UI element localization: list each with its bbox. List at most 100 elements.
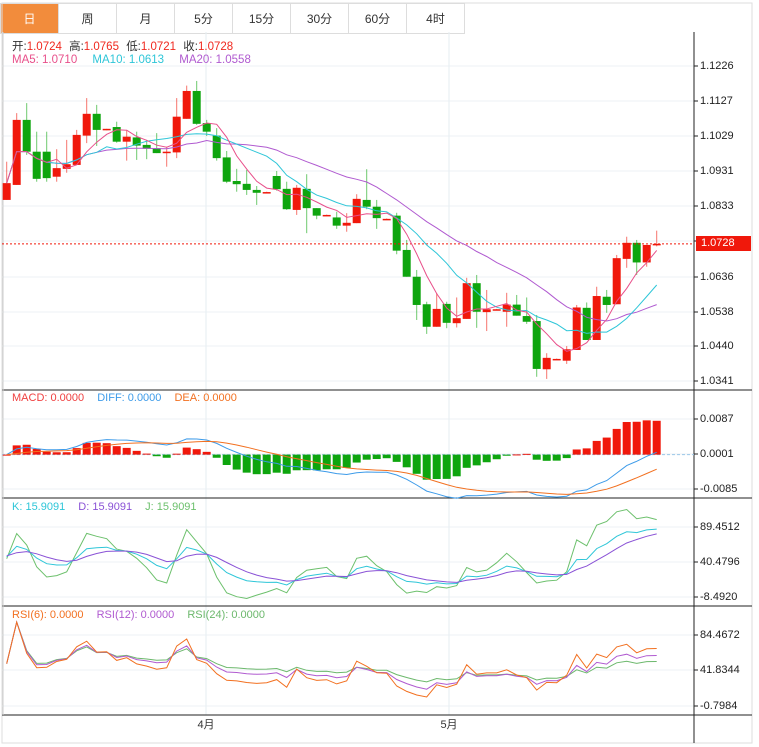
tab-15min[interactable]: 15分 [233,4,291,33]
candle-up [52,168,61,177]
month-label-april: 4月 [197,719,215,731]
macd-histogram-bar [112,446,121,455]
low-label: 低: [126,41,141,53]
macd-histogram-bar [462,454,471,468]
tab-30min[interactable]: 30分 [291,4,349,33]
ma5-value: MA5: 1.0710 [12,54,78,66]
rsi-tick: -0.7984 [700,700,738,712]
macd-histogram-bar [302,454,311,471]
macd-histogram-bar [282,454,291,474]
macd-histogram-bar [612,428,621,455]
rsi6-line [6,620,657,698]
macd-histogram-bar [252,454,261,475]
tab-4hour[interactable]: 4时 [407,4,465,33]
candle-down [402,249,411,277]
rsi24-line [6,620,657,683]
candle-down [362,199,371,207]
rsi24-value: RSI(24): 0.0000 [187,609,265,621]
macd-histogram-bar [402,454,411,468]
macd-histogram-bar [162,454,171,458]
candle-up [342,222,351,226]
candle-down [242,183,251,190]
macd-histogram-bar [62,452,71,455]
candle-down [412,276,421,305]
candle-down [252,189,261,193]
macd-histogram-bar [552,454,561,461]
tab-60min[interactable]: 60分 [349,4,407,33]
candle-down [532,321,541,369]
tab-5min[interactable]: 5分 [175,4,233,33]
price-tick: 1.1029 [700,130,734,142]
diff-value: DIFF: 0.0000 [97,392,162,404]
price-tick: 1.0538 [700,306,734,318]
price-tick: 1.0636 [700,271,734,283]
macd-histogram-bar [232,454,241,470]
candle-down [312,208,321,216]
high-label: 高: [69,41,84,53]
macd-histogram-bar [332,454,341,470]
candle-down [472,283,481,312]
candle-down [442,303,451,323]
macd-histogram-bar [2,454,11,456]
macd-histogram-bar [632,421,641,455]
tab-month[interactable]: 月 [117,4,175,33]
price-tick: 1.1127 [700,95,733,107]
candle-down [112,127,121,142]
macd-tick: 0.0087 [700,413,734,425]
macd-histogram-bar [292,454,301,471]
candle-down [152,148,161,154]
candle-up [292,187,301,210]
macd-histogram-bar [512,454,521,456]
macd-histogram-bar [142,453,151,455]
macd-histogram-bar [22,444,31,455]
candle-up [172,116,181,153]
low-value: 1.0721 [140,41,177,53]
candle-up [592,296,601,340]
tab-day[interactable]: 日 [1,4,59,33]
rsi-tick: 84.4672 [700,629,740,641]
candle-up [542,357,551,370]
candle-down [582,307,591,340]
candle-up [452,318,461,324]
candle-up [552,358,561,361]
open-value: 1.0724 [26,41,62,53]
candle-down [232,180,241,185]
price-tick: 1.0931 [700,165,734,177]
candle-down [222,157,231,182]
candle-up [182,90,191,119]
j-line [6,508,657,600]
candle-up [382,218,391,221]
candle-down [142,144,151,149]
kdj-legend: K: 15.9091 D: 15.9091 J: 15.9091 [12,501,201,513]
macd-histogram-bar [42,451,51,455]
macd-histogram-bar [572,449,581,455]
macd-histogram-bar [602,437,611,455]
candle-down [132,137,141,146]
candle-up [432,308,441,327]
ohlc-legend: 开:1.0724 高:1.0765 低:1.0721 收:1.0728 [12,38,237,54]
candle-up [482,309,491,313]
kdj-tick: -8.4920 [700,591,738,603]
macd-tick: -0.0085 [700,483,738,495]
candle-down [32,151,41,179]
macd-legend: MACD: 0.0000 DIFF: 0.0000 DEA: 0.0000 [12,392,241,404]
candle-down [192,90,201,124]
high-value: 1.0765 [83,41,119,53]
rsi12-value: RSI(12): 0.0000 [96,609,175,621]
macd-histogram-bar [192,449,201,455]
candle-down [392,215,401,251]
candle-up [322,214,331,217]
candle-up [162,151,171,154]
d-line [6,533,657,583]
tab-week[interactable]: 周 [59,4,117,33]
macd-histogram-bar [362,454,371,460]
candle-down [302,188,311,209]
candle-up [642,244,651,263]
candle-up [82,113,91,136]
macd-tick: 0.0001 [700,448,734,460]
candle-up [262,192,271,194]
close-label: 收: [183,41,198,53]
macd-histogram-bar [152,454,161,457]
